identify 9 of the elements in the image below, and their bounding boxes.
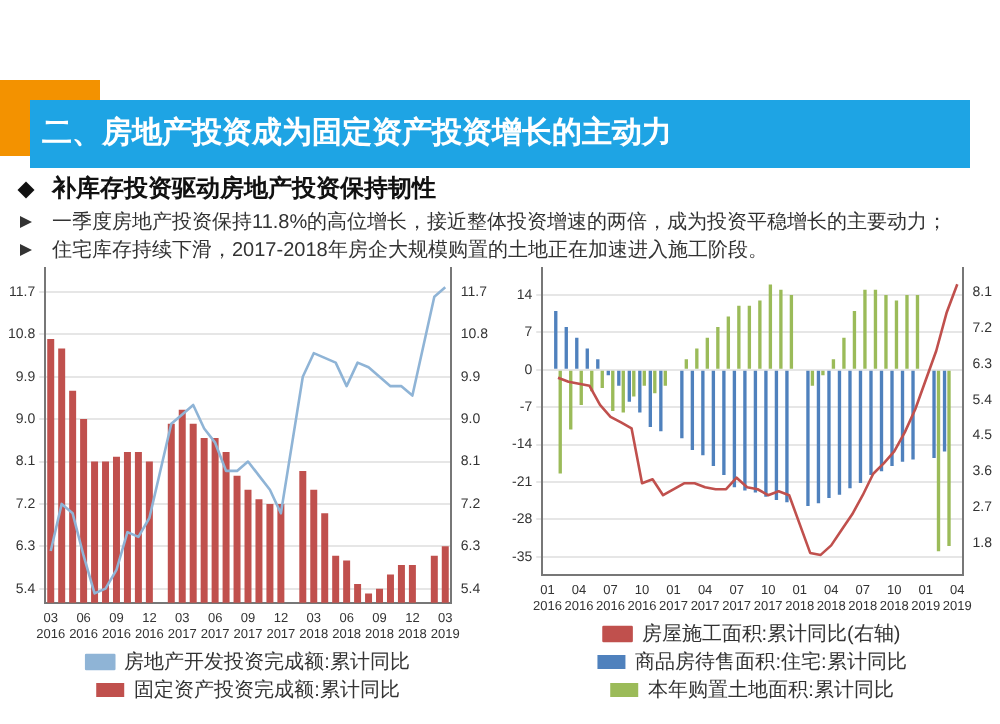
text: 住宅库存持续下滑，2017-2018年房企大规模购置的土地正在加速进入施工阶段。 (52, 237, 768, 264)
text: 二、房地产投资成为固定资产投资增长的主动力 (30, 100, 970, 168)
legend-label: 房屋施工面积:累计同比(右轴) (641, 621, 901, 646)
legend-label: 商品房待售面积:住宅:累计同比 (635, 649, 907, 674)
text: 补库存投资驱动房地产投资保持韧性 (52, 172, 436, 206)
text: 一季度房地产投资保持11.8%的高位增长，接近整体投资增速的两倍，成为投资平稳增长的主要动力； (52, 209, 948, 236)
legend-label: 本年购置土地面积:累计同比 (648, 677, 894, 702)
legend-label: 固定资产投资完成额:累计同比 (134, 677, 400, 702)
legend-label: 房地产开发投资完成额:累计同比 (124, 649, 410, 674)
